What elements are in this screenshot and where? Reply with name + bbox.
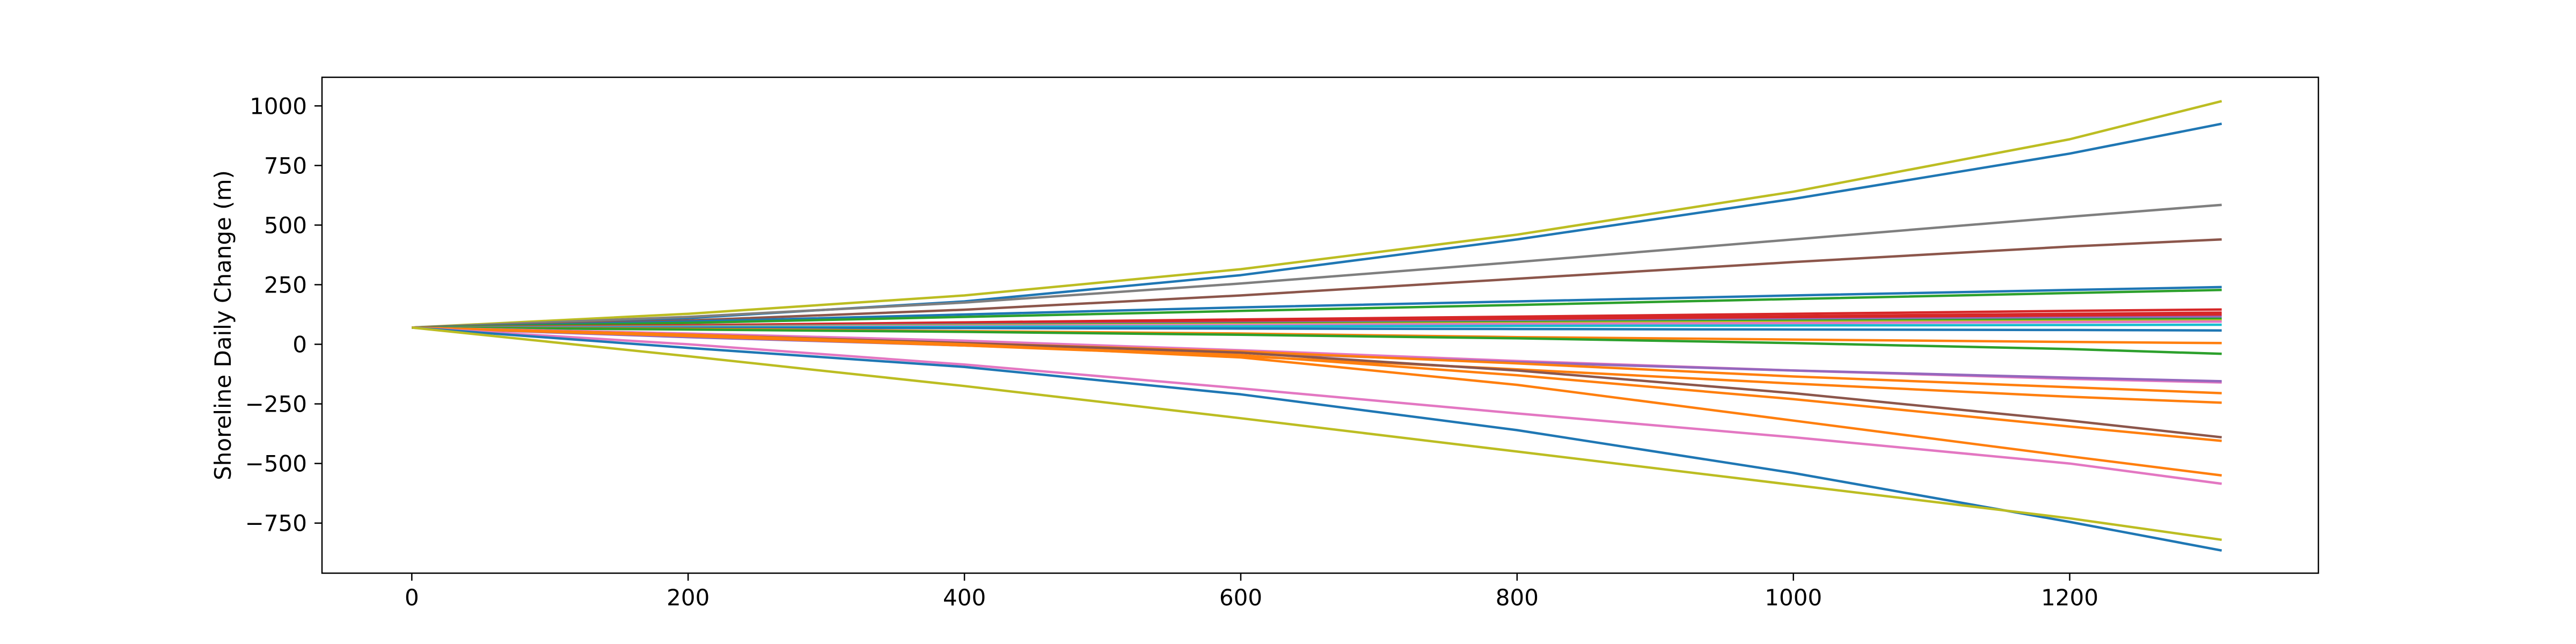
- y-tick-label: 500: [264, 212, 307, 238]
- x-tick-label: 1000: [1765, 584, 1822, 611]
- series-line-17: [412, 326, 2222, 355]
- y-tick-label: −500: [245, 451, 307, 477]
- x-tick-label: 0: [405, 584, 419, 611]
- series-line-5: [412, 286, 2222, 329]
- y-tick-label: −250: [245, 391, 307, 418]
- series-line-6: [412, 289, 2222, 329]
- series-line-24: [412, 326, 2222, 477]
- series-layer: [412, 100, 2222, 552]
- series-line-27: [412, 326, 2222, 541]
- x-tick-label: 600: [1219, 584, 1262, 611]
- x-axis: 0 200 400 600 800 1000 1200: [405, 573, 2098, 611]
- y-tick-label: 750: [264, 152, 307, 179]
- y-tick-label: 0: [292, 332, 307, 358]
- plot-frame: [321, 76, 2319, 574]
- y-tick-label: −750: [245, 510, 307, 537]
- y-axis-label: Shoreline Daily Change (m): [210, 170, 236, 480]
- series-line-25: [412, 326, 2222, 485]
- series-line-15: [412, 326, 2222, 332]
- y-tick-label: 250: [264, 272, 307, 298]
- x-tick-label: 1200: [2041, 584, 2098, 611]
- series-line-4: [412, 238, 2222, 329]
- y-axis: 1000 750 500 250 0 −250 −500 −750: [245, 93, 322, 537]
- x-tick-label: 400: [943, 584, 986, 611]
- x-tick-label: 800: [1496, 584, 1539, 611]
- x-tick-label: 200: [667, 584, 709, 611]
- series-line-3: [412, 203, 2222, 329]
- series-line-1: [412, 100, 2222, 329]
- y-tick-label: 1000: [250, 93, 307, 119]
